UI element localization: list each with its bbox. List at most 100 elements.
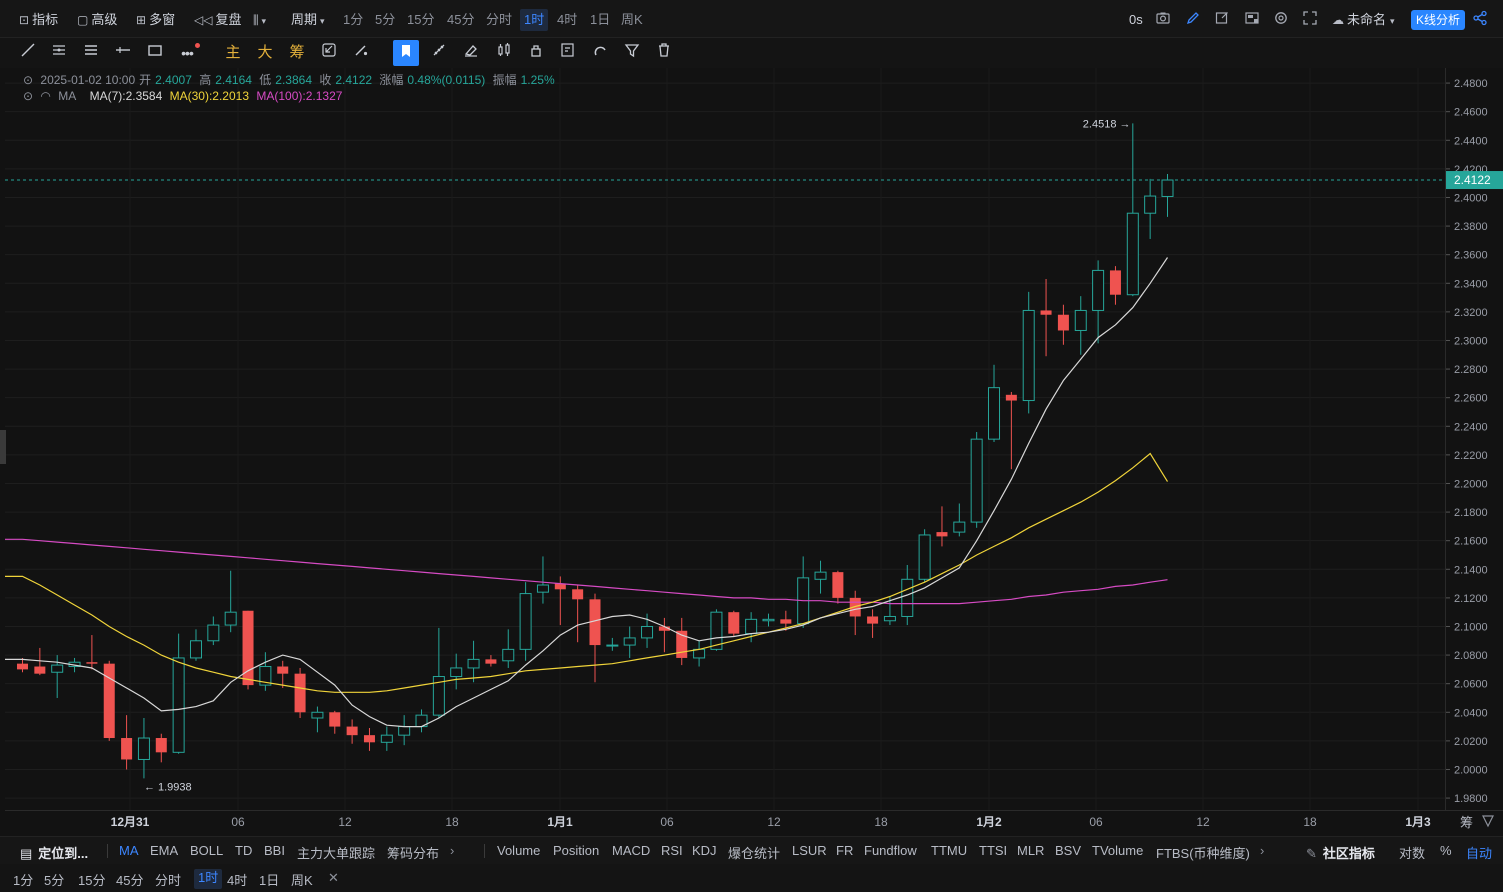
close-icon[interactable]: ✕ — [328, 870, 339, 885]
left-panel-handle[interactable] — [0, 430, 6, 464]
candle-body-down — [17, 663, 28, 670]
sub-indicator-item[interactable]: Position — [553, 843, 600, 858]
rectangle-icon[interactable] — [144, 42, 166, 64]
sub-indicator-item[interactable]: 爆仓统计 — [728, 846, 781, 861]
bottom-period-tab[interactable]: 分时 — [155, 873, 182, 888]
bookmark-icon[interactable] — [393, 40, 419, 66]
bottom-period-tab[interactable]: 45分 — [116, 873, 144, 888]
horizontal-lines-icon[interactable] — [48, 42, 70, 64]
sub-indicator-item[interactable]: Volume — [497, 843, 541, 858]
magnet-icon[interactable] — [589, 42, 611, 64]
main-indicator-item[interactable]: EMA — [150, 843, 179, 858]
price-axis[interactable]: 2.4800 2.4600 2.4400 2.4200 2.4000 2.3800 2.36… — [1445, 68, 1503, 810]
period-tab[interactable]: 45分 — [447, 12, 475, 27]
kline-analysis-button[interactable]: K线分析 — [1411, 10, 1465, 30]
popout-icon[interactable] — [1213, 10, 1231, 28]
template-icon[interactable] — [1243, 10, 1261, 28]
main-indicator-item[interactable]: TD — [235, 843, 253, 858]
bottom-period-tab[interactable]: 5分 — [44, 873, 65, 888]
sub-indicator-item[interactable]: BSV — [1055, 843, 1082, 858]
big-order-toggle[interactable]: 大 — [257, 44, 273, 61]
candle-body-up — [432, 676, 445, 716]
period-tab[interactable]: 分时 — [486, 12, 513, 27]
camera-icon[interactable] — [1154, 10, 1172, 28]
replay-button[interactable]: ◁◁ 复盘 — [194, 9, 241, 31]
bottom-period-tab[interactable]: 周K — [291, 873, 313, 888]
chip-toggle[interactable]: 筹 — [289, 44, 305, 61]
collapse-icon[interactable]: ⊙ — [23, 89, 34, 103]
bottom-period-tab[interactable]: 4时 — [227, 873, 248, 888]
sub-indicator-item[interactable]: KDJ — [692, 843, 717, 858]
community-indicators-button[interactable]: ✎ 社区指标 — [1306, 843, 1375, 862]
log-scale-toggle[interactable]: 对数 — [1399, 846, 1426, 861]
separator — [484, 844, 485, 858]
fullscreen-icon[interactable] — [1301, 10, 1319, 28]
period-tab[interactable]: 4时 — [557, 12, 578, 27]
percent-scale-toggle[interactable]: % — [1440, 843, 1452, 858]
period-tab[interactable]: 1日 — [590, 12, 611, 27]
main-indicator-item[interactable]: BBI — [264, 843, 285, 858]
sub-indicator-item[interactable]: MLR — [1017, 843, 1045, 858]
ruler-icon[interactable] — [428, 42, 450, 64]
main-indicators-more-icon[interactable]: › — [450, 843, 455, 858]
period-tab[interactable]: 1分 — [343, 12, 364, 27]
period-tab[interactable]: 15分 — [407, 12, 435, 27]
period-tab[interactable]: 5分 — [375, 12, 396, 27]
sync-icon[interactable] — [318, 42, 340, 64]
horizontal-ray-icon[interactable] — [112, 42, 134, 64]
multi-window-label: 多窗 — [149, 12, 176, 27]
eraser-icon[interactable] — [460, 42, 482, 64]
gear-icon[interactable] — [1272, 10, 1290, 28]
channel-icon[interactable] — [80, 42, 102, 64]
pen-icon[interactable] — [1184, 10, 1202, 28]
sub-indicator-item[interactable]: FTBS(币种维度) — [1156, 846, 1250, 861]
period-tab[interactable]: 周K — [621, 12, 643, 27]
kline-chart[interactable]: 2.4518 → ← 1.9938 ⊙ 2025-01-02 10:00 开 2.40… — [5, 68, 1445, 810]
trash-icon[interactable] — [653, 42, 675, 64]
indicator-button[interactable]: ⊡ 指标 — [19, 9, 58, 31]
advanced-button[interactable]: ▢ 高级 — [77, 9, 117, 31]
sub-indicator-item[interactable]: FR — [836, 843, 854, 858]
candle-body-up — [398, 726, 411, 736]
lock-icon[interactable] — [525, 42, 547, 64]
time-tick-label: 18 — [874, 815, 888, 829]
sub-indicator-item[interactable]: MACD — [612, 843, 651, 858]
sub-indicators-more-icon[interactable]: › — [1260, 843, 1265, 858]
sub-indicator-item[interactable]: TTMU — [931, 843, 968, 858]
auto-scale-toggle[interactable]: 自动 — [1466, 846, 1493, 861]
main-indicator-item[interactable]: MA — [119, 843, 139, 858]
candles-icon[interactable] — [493, 42, 515, 64]
chip-distribution-vertical[interactable]: 筹 — [1460, 815, 1474, 830]
bottom-period-tab[interactable]: 15分 — [78, 873, 106, 888]
sub-indicator-item[interactable]: LSUR — [792, 843, 827, 858]
bottom-period-tab[interactable]: 1日 — [259, 873, 280, 888]
sub-indicator-item[interactable]: RSI — [661, 843, 683, 858]
collapse-icon[interactable]: ⊙ — [23, 73, 34, 87]
chart-type-button[interactable]: ⫼ ▾ — [253, 9, 269, 31]
collapse-handle-icon[interactable] — [1480, 812, 1496, 828]
more-tools-icon[interactable]: ••• — [176, 42, 200, 64]
share-icon[interactable] — [1471, 10, 1489, 28]
main-indicator-item[interactable]: 筹码分布 — [387, 846, 440, 861]
note-edit-icon[interactable] — [557, 42, 579, 64]
bottom-period-tab[interactable]: 1分 — [13, 873, 34, 888]
sub-indicator-item[interactable]: TTSI — [979, 843, 1008, 858]
sub-indicator-item[interactable]: TVolume — [1092, 843, 1144, 858]
price-tick-label: 2.0800 — [1454, 650, 1488, 662]
time-axis[interactable]: 12月31 06 12 18 1月1 06 12 18 1月2 06 12 18 1月3 — [5, 810, 1503, 834]
multi-window-button[interactable]: ⊞ 多窗 — [136, 9, 175, 31]
sub-indicator-item[interactable]: Fundflow — [864, 843, 917, 858]
bottom-period-tab[interactable]: 1时 — [194, 869, 223, 889]
trend-line-icon[interactable] — [17, 42, 39, 64]
period-tab[interactable]: 1时 — [520, 9, 549, 31]
filter-icon[interactable] — [621, 42, 643, 64]
main-chart-toggle[interactable]: 主 — [225, 44, 241, 61]
period-dropdown[interactable]: 周期 ▾ — [291, 9, 328, 31]
price-tick-label: 2.0600 — [1454, 679, 1488, 691]
layout-dropdown[interactable]: ☁ 未命名 ▾ — [1332, 9, 1398, 31]
brush-icon[interactable] — [350, 42, 372, 64]
main-indicator-item[interactable]: 主力大单跟踪 — [297, 846, 376, 861]
bell-icon[interactable]: ◠ — [40, 89, 51, 103]
locate-button[interactable]: ▤ 定位到... — [20, 843, 88, 862]
main-indicator-item[interactable]: BOLL — [190, 843, 224, 858]
